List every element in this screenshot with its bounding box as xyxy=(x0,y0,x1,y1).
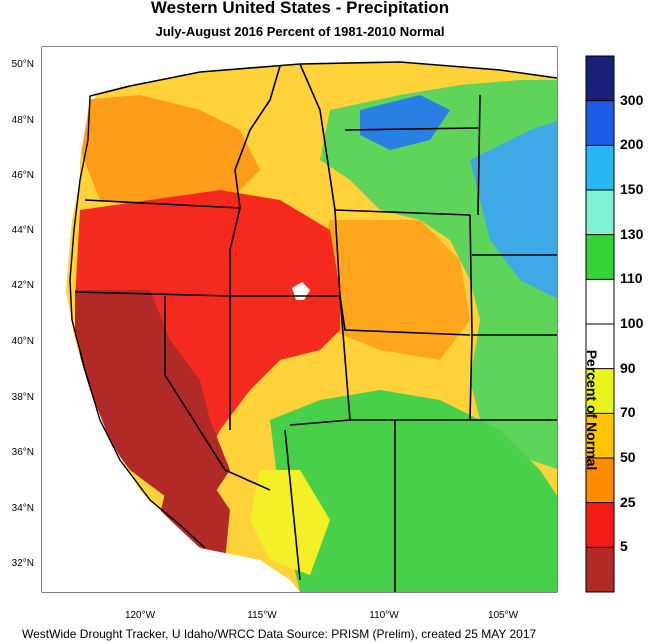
lon-label: 110°W xyxy=(369,610,399,621)
mexico-area xyxy=(200,548,300,592)
lat-label: 32°N xyxy=(11,558,34,569)
pacific-ocean xyxy=(42,47,270,592)
colorbar-label: 110 xyxy=(620,270,643,287)
colorbar-label: 100 xyxy=(620,315,644,331)
lat-label: 38°N xyxy=(11,392,34,403)
colorbar-swatch xyxy=(586,100,614,146)
colorbar-swatch xyxy=(586,413,614,458)
footer-credit: WestWide Drought Tracker, U Idaho/WRCC D… xyxy=(22,627,537,641)
lon-label: 120°W xyxy=(124,610,156,621)
coastline xyxy=(69,95,206,549)
southwest-yellow xyxy=(250,470,330,575)
colorbar-frame xyxy=(585,55,615,593)
colorbar-swatch xyxy=(586,145,614,190)
colorbar-label: 200 xyxy=(620,136,644,153)
map-subtitle: July-August 2016 Percent of 1981-2010 No… xyxy=(155,24,445,39)
colorbar-swatch xyxy=(586,56,614,101)
lat-label: 46°N xyxy=(11,170,34,181)
lon-label: 115°W xyxy=(247,610,277,621)
colorbar-swatch xyxy=(586,234,614,280)
colorbar-label: 130 xyxy=(620,225,644,242)
colorbar-label: 25 xyxy=(620,493,636,510)
lat-label: 40°N xyxy=(11,336,34,347)
plains-blue xyxy=(470,121,557,299)
montana-blue xyxy=(360,95,450,150)
colorbar-label: 50 xyxy=(620,449,636,465)
lat-label: 42°N xyxy=(11,280,34,291)
rockies-orange xyxy=(310,220,470,360)
colorbar-title: Percent of Normal xyxy=(584,349,600,471)
southwest-green xyxy=(270,390,557,592)
colorbar-swatch xyxy=(586,279,614,324)
lat-label: 34°N xyxy=(11,503,34,514)
colorbar-swatch xyxy=(586,458,614,503)
canada-area xyxy=(85,47,557,96)
colorbar-label: 300 xyxy=(620,91,644,108)
lat-label: 36°N xyxy=(11,447,34,458)
colorbar-swatch xyxy=(586,368,614,414)
colorbar-label: 90 xyxy=(620,359,636,376)
lat-label: 44°N xyxy=(11,225,34,236)
colorbar-swatch xyxy=(586,547,614,592)
lat-label: 50°N xyxy=(11,59,34,70)
colorbar-swatch xyxy=(586,190,614,235)
colorbar-swatch xyxy=(586,502,614,548)
map-title: Western United States - Precipitation xyxy=(150,0,450,17)
state-borders xyxy=(74,61,557,592)
colorbar-label: 150 xyxy=(620,181,644,197)
pnw-orange xyxy=(80,95,260,210)
lon-label: 105°W xyxy=(487,610,519,621)
socal-darkred xyxy=(160,470,230,560)
colorbar-label: 5 xyxy=(620,538,628,555)
colorbar-swatch xyxy=(586,324,614,369)
lat-label: 48°N xyxy=(11,115,34,126)
colorbar-label: 70 xyxy=(620,404,636,421)
